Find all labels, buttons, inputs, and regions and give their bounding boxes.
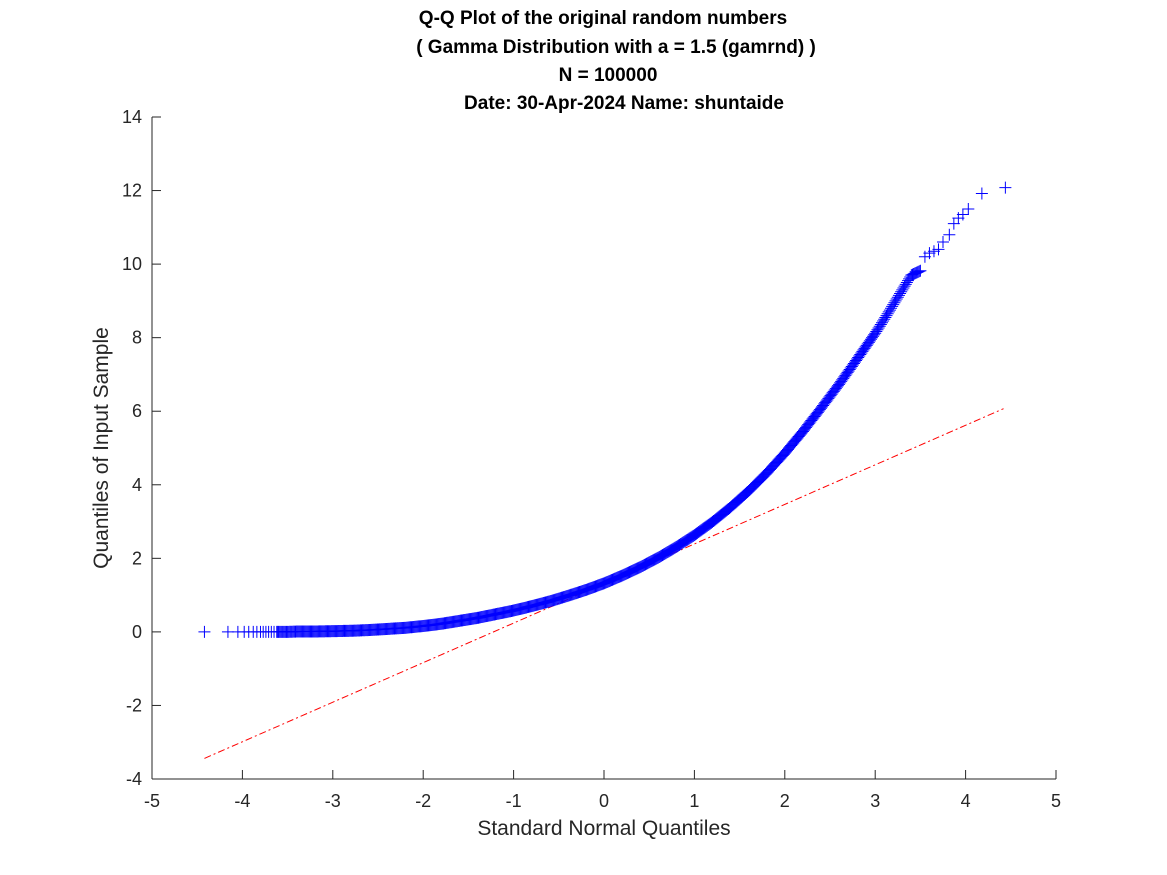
qq-point <box>911 266 924 279</box>
qq-point <box>872 322 885 335</box>
qq-point <box>913 265 926 278</box>
qq-point <box>912 265 925 278</box>
qq-point <box>859 340 872 353</box>
y-tick-label: 2 <box>132 548 142 568</box>
y-axis-label: Quantiles of Input Sample <box>90 327 113 569</box>
qq-point <box>871 323 884 336</box>
qq-point <box>932 243 945 256</box>
x-tick-label: -5 <box>144 791 160 811</box>
qq-point <box>908 267 921 280</box>
qq-point <box>855 346 868 359</box>
qq-point <box>923 247 936 260</box>
qq-point <box>854 348 867 361</box>
y-tick-label: 14 <box>122 107 142 127</box>
x-tick-label: 3 <box>870 791 880 811</box>
qq-point <box>909 266 922 279</box>
y-tick-label: -2 <box>126 695 142 715</box>
qq-point <box>906 268 919 281</box>
qq-point <box>927 245 940 258</box>
qq-point <box>738 488 751 501</box>
qq-point <box>856 345 869 358</box>
qq-point <box>647 553 660 566</box>
data-points <box>198 181 1012 638</box>
qq-point <box>866 331 879 344</box>
qq-point <box>858 342 871 355</box>
qq-point <box>874 318 887 331</box>
x-tick-label: -2 <box>415 791 431 811</box>
qq-point <box>907 268 920 281</box>
qq-point <box>666 543 679 556</box>
qq-point <box>868 328 881 341</box>
qq-point <box>862 336 875 349</box>
qq-point <box>956 208 969 221</box>
y-tick-label: 4 <box>132 475 142 495</box>
qq-point <box>947 217 960 230</box>
title-line-4: Date: 30-Apr-2024 Name: shuntaide <box>464 93 784 114</box>
x-tick-label: 0 <box>599 791 609 811</box>
qq-point <box>867 330 880 343</box>
qq-point <box>869 327 882 340</box>
chart-title: Q-Q Plot of the original random numbers … <box>416 8 816 114</box>
x-tick-label: -1 <box>506 791 522 811</box>
x-tick-label: 5 <box>1051 791 1061 811</box>
qq-point <box>999 181 1012 194</box>
qq-point <box>198 625 211 638</box>
qq-point <box>875 316 888 329</box>
qq-point <box>850 354 863 367</box>
y-tick-label: 8 <box>132 328 142 348</box>
x-tick-label: 2 <box>780 791 790 811</box>
qq-point <box>860 339 873 352</box>
x-tick-label: 1 <box>689 791 699 811</box>
title-line-1: Q-Q Plot of the original random numbers <box>419 8 787 29</box>
qq-point <box>756 471 769 484</box>
qq-point <box>870 325 883 338</box>
qq-point <box>975 187 988 200</box>
y-tick-label: 10 <box>122 254 142 274</box>
qq-point <box>853 349 866 362</box>
qq-point <box>857 343 870 356</box>
qq-point <box>943 228 956 241</box>
qq-point <box>914 264 927 277</box>
x-tick-label: -3 <box>325 791 341 811</box>
x-tick-label: 4 <box>961 791 971 811</box>
qq-point <box>852 351 865 364</box>
qq-point <box>937 236 949 249</box>
title-line-2: ( Gamma Distribution with a = 1.5 (gamrn… <box>416 37 816 58</box>
qq-point <box>863 334 876 347</box>
qq-point <box>962 202 975 215</box>
x-axis-label: Standard Normal Quantiles <box>477 817 730 840</box>
y-tick-label: 6 <box>132 401 142 421</box>
qq-point <box>894 287 907 300</box>
title-line-3: N = 100000 <box>559 65 658 86</box>
y-tick-label: -4 <box>126 769 142 789</box>
qq-point <box>873 320 886 333</box>
x-tick-label: -4 <box>234 791 250 811</box>
y-tick-label: 12 <box>122 181 142 201</box>
qq-point <box>885 302 898 315</box>
qq-point <box>861 337 874 350</box>
y-tick-label: 0 <box>132 622 142 642</box>
qq-point <box>864 333 877 346</box>
